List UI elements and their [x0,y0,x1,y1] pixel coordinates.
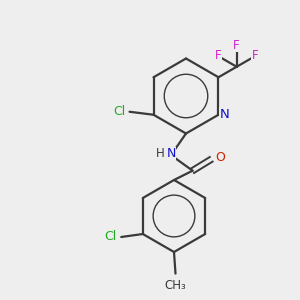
Text: Cl: Cl [104,230,117,244]
Text: Cl: Cl [113,105,125,118]
Text: N: N [220,108,230,121]
Text: H: H [156,147,165,161]
Text: F: F [233,39,240,52]
Text: CH₃: CH₃ [165,279,186,292]
Text: F: F [252,50,259,62]
Text: F: F [214,50,221,62]
Text: O: O [215,151,225,164]
Text: N: N [166,147,176,161]
